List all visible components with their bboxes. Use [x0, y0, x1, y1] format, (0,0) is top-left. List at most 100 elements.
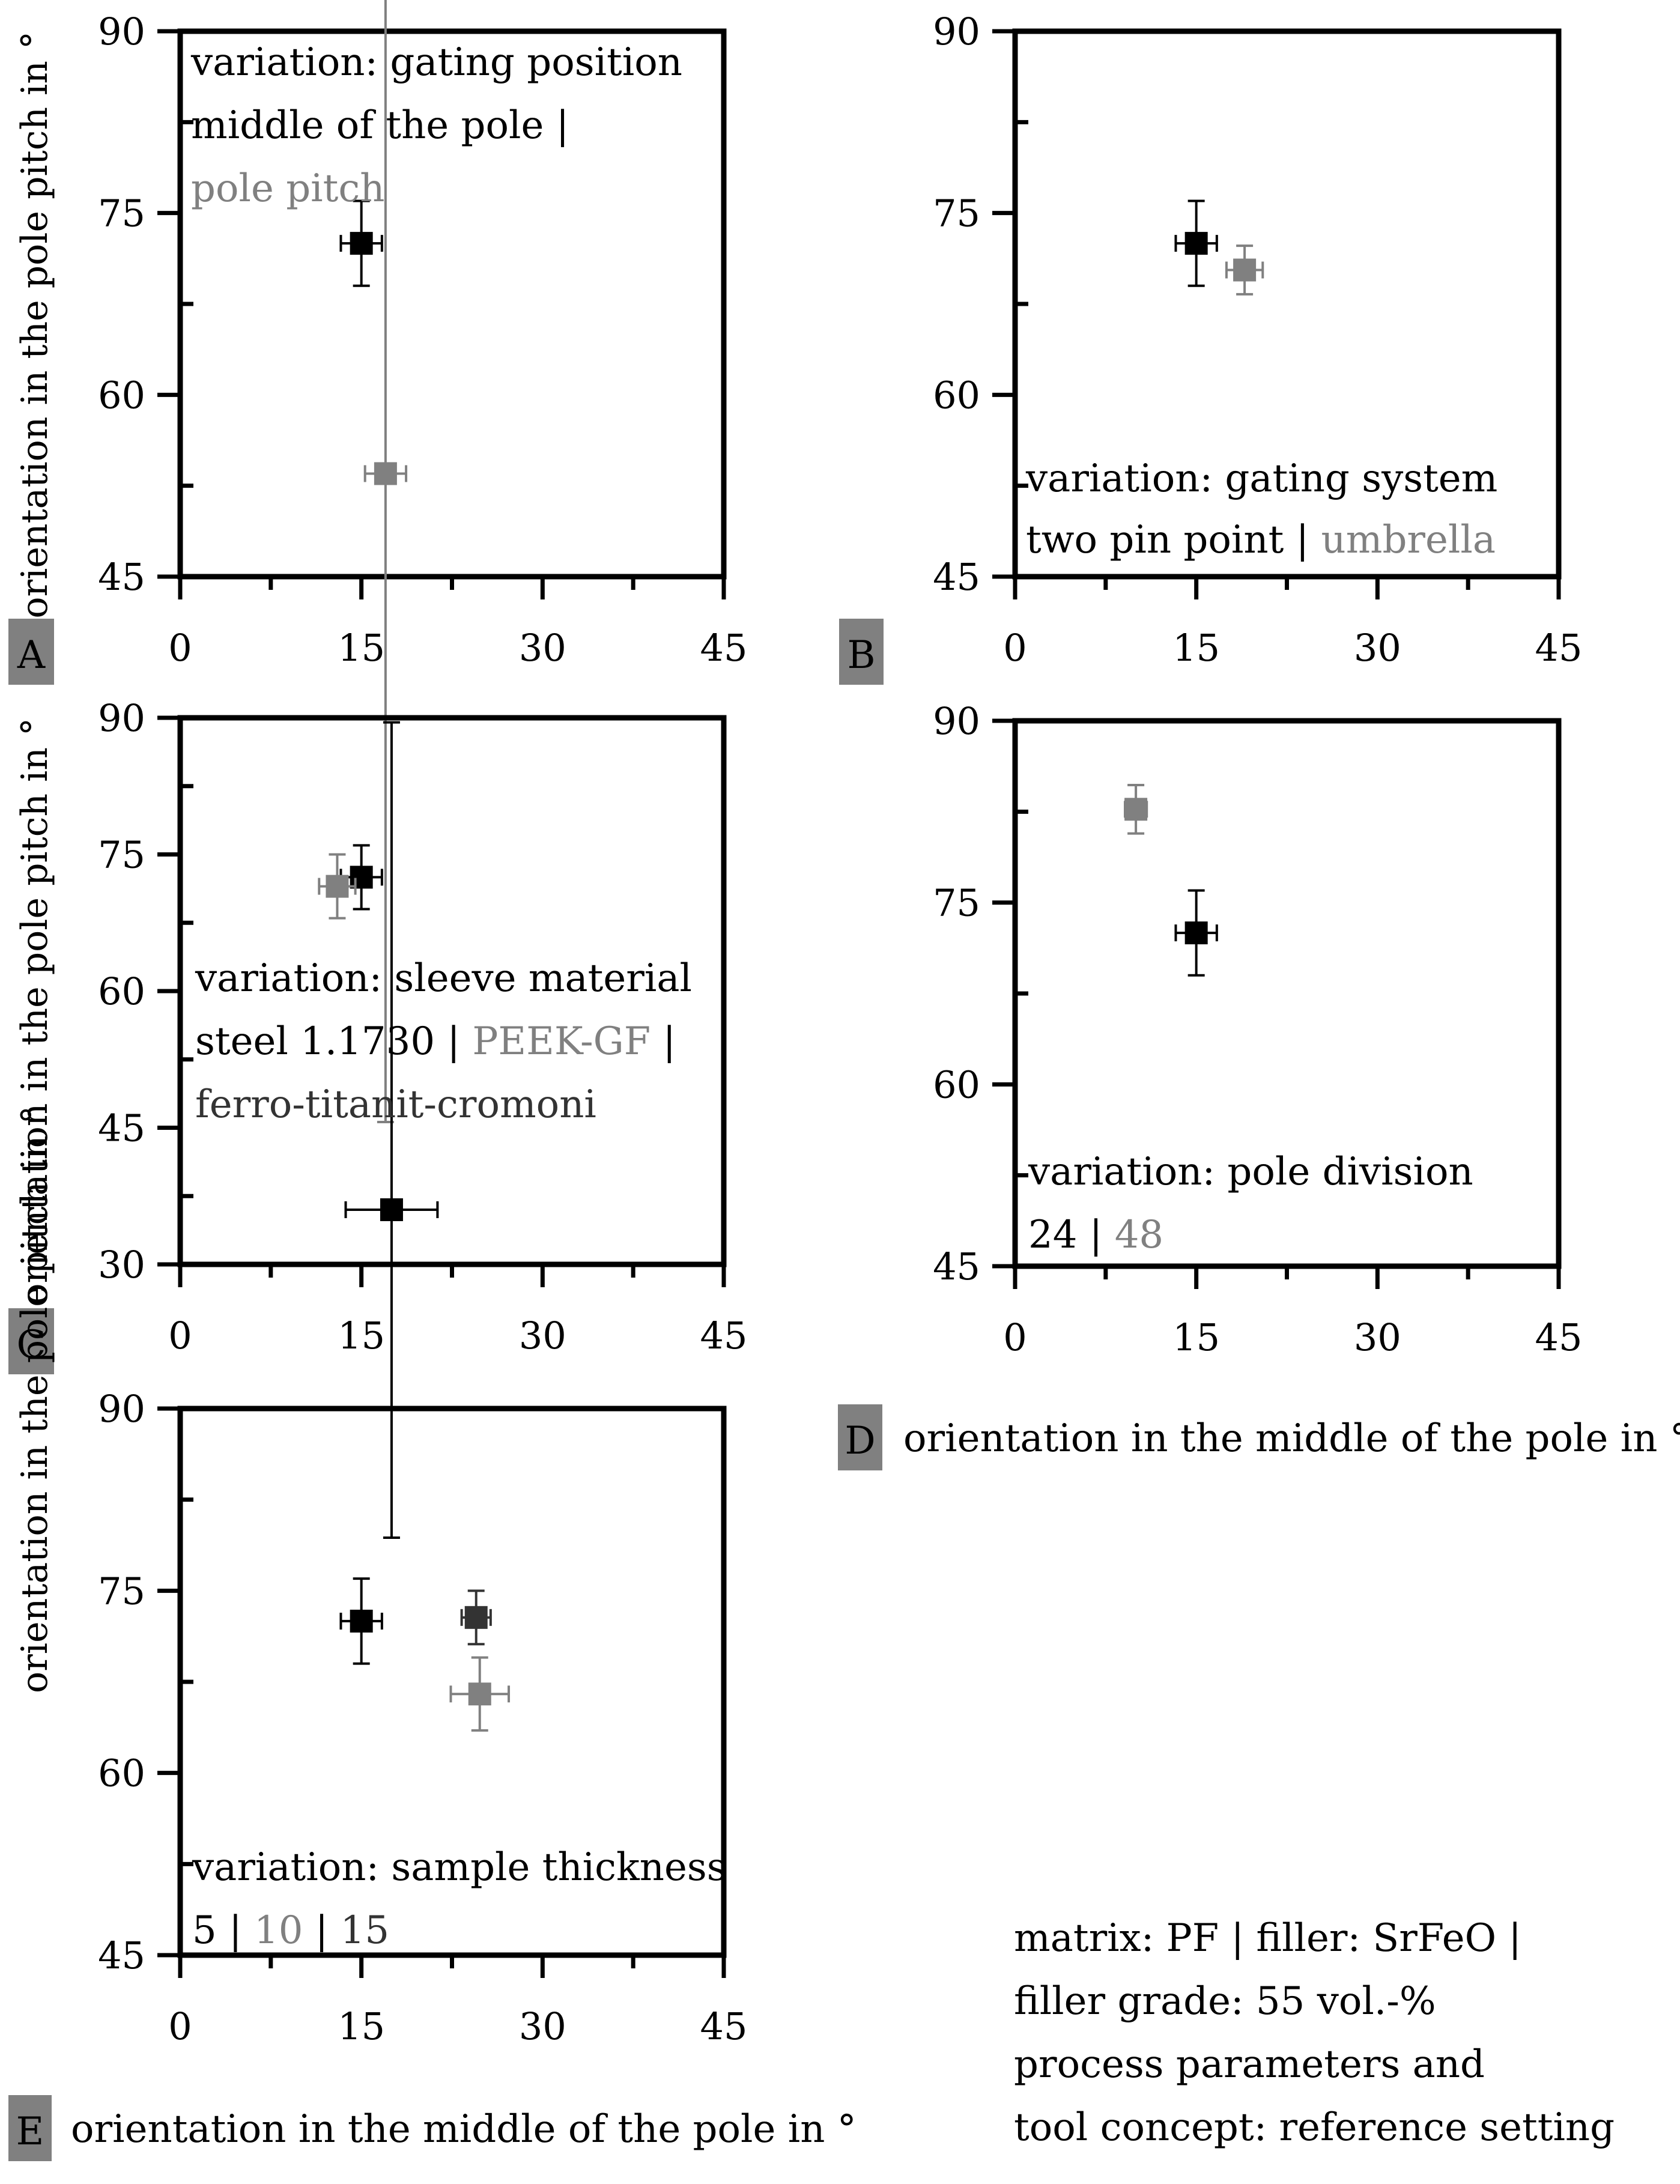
annotation-c-seg-0-0: variation: sleeve material — [195, 956, 692, 1001]
annotation-b-seg-0-0: variation: gating system — [1025, 457, 1497, 501]
panel-e: 0 15 30 45 45 60 75 90 variation: sample thickne… — [98, 1387, 747, 2048]
x-tick-label-a-0: 0 — [168, 626, 192, 670]
marker-square-a-0 — [350, 232, 373, 255]
x-tick-label-a-2: 30 — [519, 626, 566, 670]
x-tick-label-e-2: 30 — [519, 2004, 566, 2048]
annotation-c-line-2: ferro-titanit-cromoni — [195, 1082, 596, 1127]
annotation-d-line-0: variation: pole division — [1028, 1150, 1473, 1194]
panel-badge-c — [8, 1308, 54, 1374]
marker-square-d-1 — [1124, 798, 1148, 821]
x-tick-label-c-0: 0 — [168, 1314, 192, 1357]
data-point-c-1 — [318, 853, 357, 920]
y-tick-label-a-2: 75 — [98, 192, 145, 235]
x-tick-label-d-0: 0 — [1003, 1315, 1026, 1359]
x-axis-label-e: orientation in the middle of the pole in… — [71, 2107, 857, 2152]
panel-label-b: B — [847, 633, 875, 678]
x-tick-label-a-1: 15 — [338, 626, 385, 670]
annotation-e-seg-0-0: variation: sample thickness — [192, 1845, 727, 1890]
annotation-e-line-1: 5 | 10 | 15 — [192, 1908, 389, 1953]
y-tick-label-d-0: 45 — [933, 1245, 980, 1288]
y-tick-label-d-1: 60 — [933, 1063, 980, 1106]
y-tick-label-d-3: 90 — [933, 699, 980, 743]
x-tick-label-c-2: 30 — [519, 1314, 566, 1357]
annotation-d-seg-1-1: 48 — [1115, 1213, 1163, 1257]
x-tick-label-b-1: 15 — [1172, 626, 1220, 670]
marker-square-e-0 — [350, 1609, 373, 1633]
annotation-d-seg-0-0: variation: pole division — [1028, 1150, 1473, 1194]
x-tick-label-c-3: 45 — [700, 1314, 748, 1357]
y-tick-label-c-4: 90 — [98, 696, 145, 740]
marker-square-b-1 — [1233, 258, 1257, 282]
marker-square-e-2 — [468, 1682, 491, 1706]
y-axis-label-top: orientation in the pole pitch in ° — [14, 31, 56, 619]
data-point-e-1 — [460, 1589, 492, 1646]
annotation-b-line-0: variation: gating system — [1025, 457, 1497, 501]
marker-square-c-0 — [350, 866, 373, 889]
panel-badge-a — [8, 619, 54, 685]
annotation-a-seg-1-0: middle of the pole | — [191, 103, 581, 148]
annotation-c-seg-1-2: | — [650, 1019, 676, 1064]
x-tick-label-d-3: 45 — [1535, 1315, 1583, 1359]
y-tick-label-e-3: 90 — [98, 1387, 145, 1431]
data-point-e-2 — [449, 1656, 511, 1732]
marker-square-d-0 — [1184, 921, 1208, 945]
y-tick-label-c-0: 30 — [98, 1243, 145, 1287]
annotation-a-seg-2-0: pole pitch — [191, 166, 384, 211]
y-tick-label-c-2: 60 — [98, 969, 145, 1013]
annotation-d-seg-1-0: 24 | — [1028, 1213, 1115, 1257]
annotation-d-line-1: 24 | 48 — [1028, 1213, 1163, 1257]
panel-label-d-title: D — [845, 1419, 875, 1463]
x-tick-label-b-0: 0 — [1003, 626, 1026, 670]
x-tick-label-d-2: 30 — [1354, 1315, 1401, 1359]
data-point-d-1 — [1124, 783, 1148, 835]
x-tick-label-e-3: 45 — [700, 2004, 748, 2048]
data-point-e-0 — [339, 1577, 383, 1665]
annotation-e-seg-1-2: | — [303, 1908, 340, 1953]
y-tick-label-a-1: 60 — [98, 373, 145, 417]
annotation-b-line-1: two pin point | umbrella — [1026, 518, 1496, 562]
info-line-2: filler grade: 55 vol.-% — [1014, 1979, 1436, 2024]
annotation-a-line-1: middle of the pole | — [191, 103, 581, 148]
x-tick-label-e-0: 0 — [168, 2004, 192, 2048]
marker-square-c-1 — [326, 875, 349, 898]
x-tick-label-e-1: 15 — [338, 2004, 385, 2048]
annotation-a-line-2: pole pitch — [191, 166, 384, 211]
x-tick-label-c-1: 15 — [338, 1314, 385, 1357]
marker-square-e-1 — [464, 1606, 488, 1629]
y-tick-label-b-3: 90 — [933, 10, 980, 53]
panel-label-e-title: E — [16, 2110, 44, 2154]
data-point-a-1 — [363, 0, 408, 1123]
annotation-c-seg-1-1: PEEK-GF — [472, 1019, 650, 1064]
data-point-d-0 — [1174, 889, 1218, 977]
info-line-1: matrix: PF | filler: SrFeO | — [1014, 1916, 1521, 1961]
info-line-4: tool concept: reference setting — [1014, 2105, 1615, 2150]
x-axis-label-d: orientation in the middle of the pole in… — [903, 1416, 1680, 1461]
x-tick-label-a-3: 45 — [700, 626, 748, 670]
panel-badge-d-title — [838, 1404, 882, 1470]
process-info: matrix: PF | filler: SrFeO | filler grad… — [1014, 1916, 1615, 2150]
panel-d: 0 15 30 45 45 60 75 90 variation: pole division 2… — [933, 699, 1582, 1359]
annotation-c-line-1: steel 1.1730 | PEEK-GF | — [195, 1019, 676, 1064]
x-tick-label-d-1: 15 — [1172, 1315, 1220, 1359]
data-point-b-0 — [1174, 199, 1218, 287]
data-point-a-0 — [339, 199, 383, 287]
annotation-a-seg-0-0: variation: gating position — [190, 40, 682, 85]
y-axis-label-middle: orientation in the pole pitch in ° — [14, 718, 56, 1305]
y-tick-label-e-1: 60 — [98, 1752, 145, 1795]
y-tick-label-a-3: 90 — [98, 10, 145, 53]
annotation-e-seg-1-3: 15 — [341, 1908, 389, 1953]
y-tick-label-b-2: 75 — [933, 192, 980, 235]
panel-badge-e-title — [8, 2095, 52, 2161]
x-tick-label-b-3: 45 — [1535, 626, 1583, 670]
info-line-3: process parameters and — [1014, 2042, 1485, 2087]
data-point-b-1 — [1225, 244, 1264, 296]
panel-label-c: C — [17, 1323, 46, 1367]
annotation-a-line-0: variation: gating position — [190, 40, 682, 85]
annotation-e-line-0: variation: sample thickness — [192, 1845, 727, 1890]
panel-label-a: A — [17, 633, 46, 678]
annotation-c-seg-1-0: steel 1.1730 | — [195, 1019, 472, 1064]
y-tick-label-a-0: 45 — [98, 555, 145, 599]
